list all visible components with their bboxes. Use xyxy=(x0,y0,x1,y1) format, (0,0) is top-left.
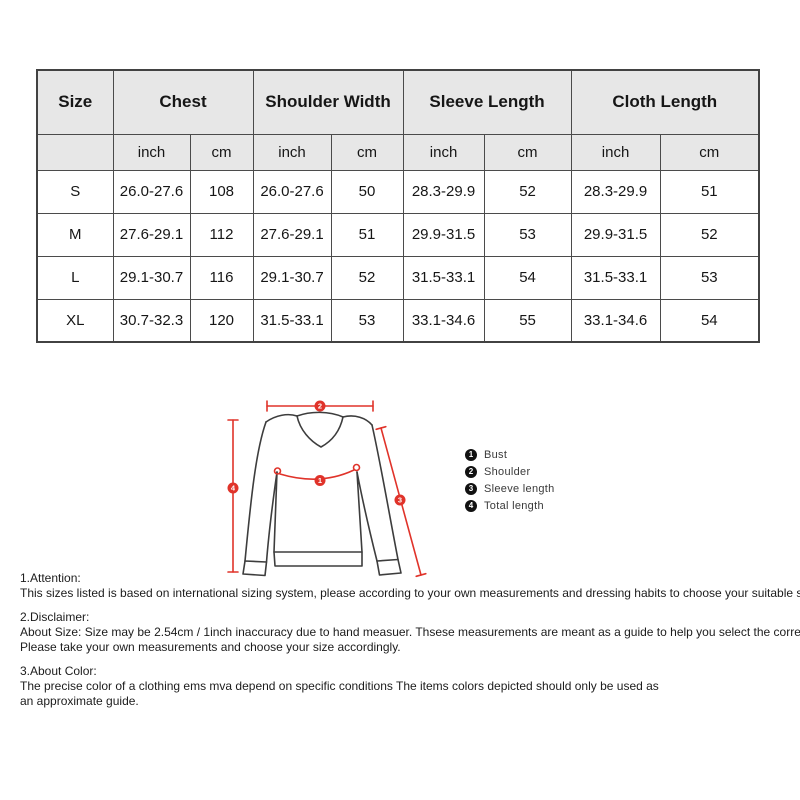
cell: 51 xyxy=(330,212,404,257)
column-header-size: Size xyxy=(36,69,114,135)
measurement-legend: 1 Bust 2 Shoulder 3 Sleeve length 4 Tota… xyxy=(465,449,555,517)
legend-item-total-length: 4 Total length xyxy=(465,500,555,512)
cell: 31.5-33.1 xyxy=(402,255,485,300)
measure-markers: 2 4 3 1 xyxy=(227,400,406,506)
cell: 28.3-29.9 xyxy=(402,169,485,214)
marker-bust xyxy=(314,475,326,486)
cell: 31.5-33.1 xyxy=(570,255,661,300)
svg-text:3: 3 xyxy=(398,496,402,505)
unit-header: cm xyxy=(189,133,254,171)
cell: 28.3-29.9 xyxy=(570,169,661,214)
cell: 26.0-27.6 xyxy=(112,169,191,214)
cell: 51 xyxy=(659,169,760,214)
unit-header: cm xyxy=(659,133,760,171)
cell: 29.1-30.7 xyxy=(112,255,191,300)
column-header-sleeve-length: Sleeve Length xyxy=(402,69,572,135)
column-header-shoulder-width: Shoulder Width xyxy=(252,69,404,135)
cell: 29.1-30.7 xyxy=(252,255,332,300)
cell: 53 xyxy=(330,298,404,343)
note-text: The precise color of a clothing ems mva … xyxy=(20,679,659,693)
legend-label: Shoulder xyxy=(484,466,531,478)
cell: 112 xyxy=(189,212,254,257)
marker-total-length xyxy=(227,482,239,494)
cell: 26.0-27.6 xyxy=(252,169,332,214)
unit-header: inch xyxy=(112,133,191,171)
cell: 27.6-29.1 xyxy=(112,212,191,257)
cell: 53 xyxy=(483,212,572,257)
table-row-l: L 29.1-30.7 116 29.1-30.7 52 31.5-33.1 5… xyxy=(36,255,760,300)
cell: 53 xyxy=(659,255,760,300)
note-heading: 1.Attention: xyxy=(20,571,81,585)
unit-header: inch xyxy=(402,133,485,171)
svg-text:4: 4 xyxy=(231,484,236,493)
cell: 108 xyxy=(189,169,254,214)
note-about-color: 3.About Color: The precise color of a cl… xyxy=(20,664,796,709)
sweater-outline xyxy=(242,411,402,577)
table-header-row: Size Chest Shoulder Width Sleeve Length … xyxy=(36,69,760,135)
cell: 55 xyxy=(483,298,572,343)
table-row-s: S 26.0-27.6 108 26.0-27.6 50 28.3-29.9 5… xyxy=(36,169,760,214)
unit-header: cm xyxy=(483,133,572,171)
cell: 29.9-31.5 xyxy=(402,212,485,257)
legend-item-sleeve-length: 3 Sleeve length xyxy=(465,483,555,495)
cell: 29.9-31.5 xyxy=(570,212,661,257)
size-table: Size Chest Shoulder Width Sleeve Length … xyxy=(36,69,761,343)
note-attention: 1.Attention: This sizes listed is based … xyxy=(20,571,800,601)
legend-label: Total length xyxy=(484,500,544,512)
unit-header: cm xyxy=(330,133,404,171)
note-text: This sizes listed is based on internatio… xyxy=(20,586,800,600)
column-header-chest: Chest xyxy=(112,69,254,135)
legend-label: Bust xyxy=(484,449,508,461)
cell: 33.1-34.6 xyxy=(402,298,485,343)
svg-text:2: 2 xyxy=(318,402,322,411)
size-label: M xyxy=(36,212,114,257)
note-text: Please take your own measurements and ch… xyxy=(20,640,401,654)
sweater-measurement-diagram: 2 4 3 1 xyxy=(227,400,427,578)
legend-number-badge: 2 xyxy=(465,466,477,478)
note-text: an approximate guide. xyxy=(20,694,139,708)
cell: 50 xyxy=(330,169,404,214)
svg-text:1: 1 xyxy=(318,476,322,485)
size-label: L xyxy=(36,255,114,300)
unit-header: inch xyxy=(570,133,661,171)
note-heading: 2.Disclaimer: xyxy=(20,610,90,624)
column-header-cloth-length: Cloth Length xyxy=(570,69,760,135)
cell: 120 xyxy=(189,298,254,343)
legend-number-badge: 1 xyxy=(465,449,477,461)
cell: 52 xyxy=(330,255,404,300)
legend-number-badge: 4 xyxy=(465,500,477,512)
cell: 52 xyxy=(659,212,760,257)
cell: 27.6-29.1 xyxy=(252,212,332,257)
cell: 116 xyxy=(189,255,254,300)
cell: 33.1-34.6 xyxy=(570,298,661,343)
legend-number-badge: 3 xyxy=(465,483,477,495)
unit-header-empty xyxy=(36,133,114,171)
legend-label: Sleeve length xyxy=(484,483,555,495)
table-row-xl: XL 30.7-32.3 120 31.5-33.1 53 33.1-34.6 … xyxy=(36,298,760,343)
marker-sleeve xyxy=(394,494,406,506)
cell: 30.7-32.3 xyxy=(112,298,191,343)
size-label: XL xyxy=(36,298,114,343)
size-label: S xyxy=(36,169,114,214)
marker-shoulder xyxy=(314,400,326,412)
legend-item-bust: 1 Bust xyxy=(465,449,555,461)
cell: 31.5-33.1 xyxy=(252,298,332,343)
unit-header: inch xyxy=(252,133,332,171)
note-heading: 3.About Color: xyxy=(20,664,97,678)
table-unit-row: inch cm inch cm inch cm inch cm xyxy=(36,133,760,171)
cell: 54 xyxy=(483,255,572,300)
cell: 54 xyxy=(659,298,760,343)
note-disclaimer: 2.Disclaimer: About Size: Size may be 2.… xyxy=(20,610,800,655)
note-text: About Size: Size may be 2.54cm / 1inch i… xyxy=(20,625,800,639)
legend-item-shoulder: 2 Shoulder xyxy=(465,466,555,478)
table-row-m: M 27.6-29.1 112 27.6-29.1 51 29.9-31.5 5… xyxy=(36,212,760,257)
cell: 52 xyxy=(483,169,572,214)
notes-section: 1.Attention: This sizes listed is based … xyxy=(20,571,800,718)
